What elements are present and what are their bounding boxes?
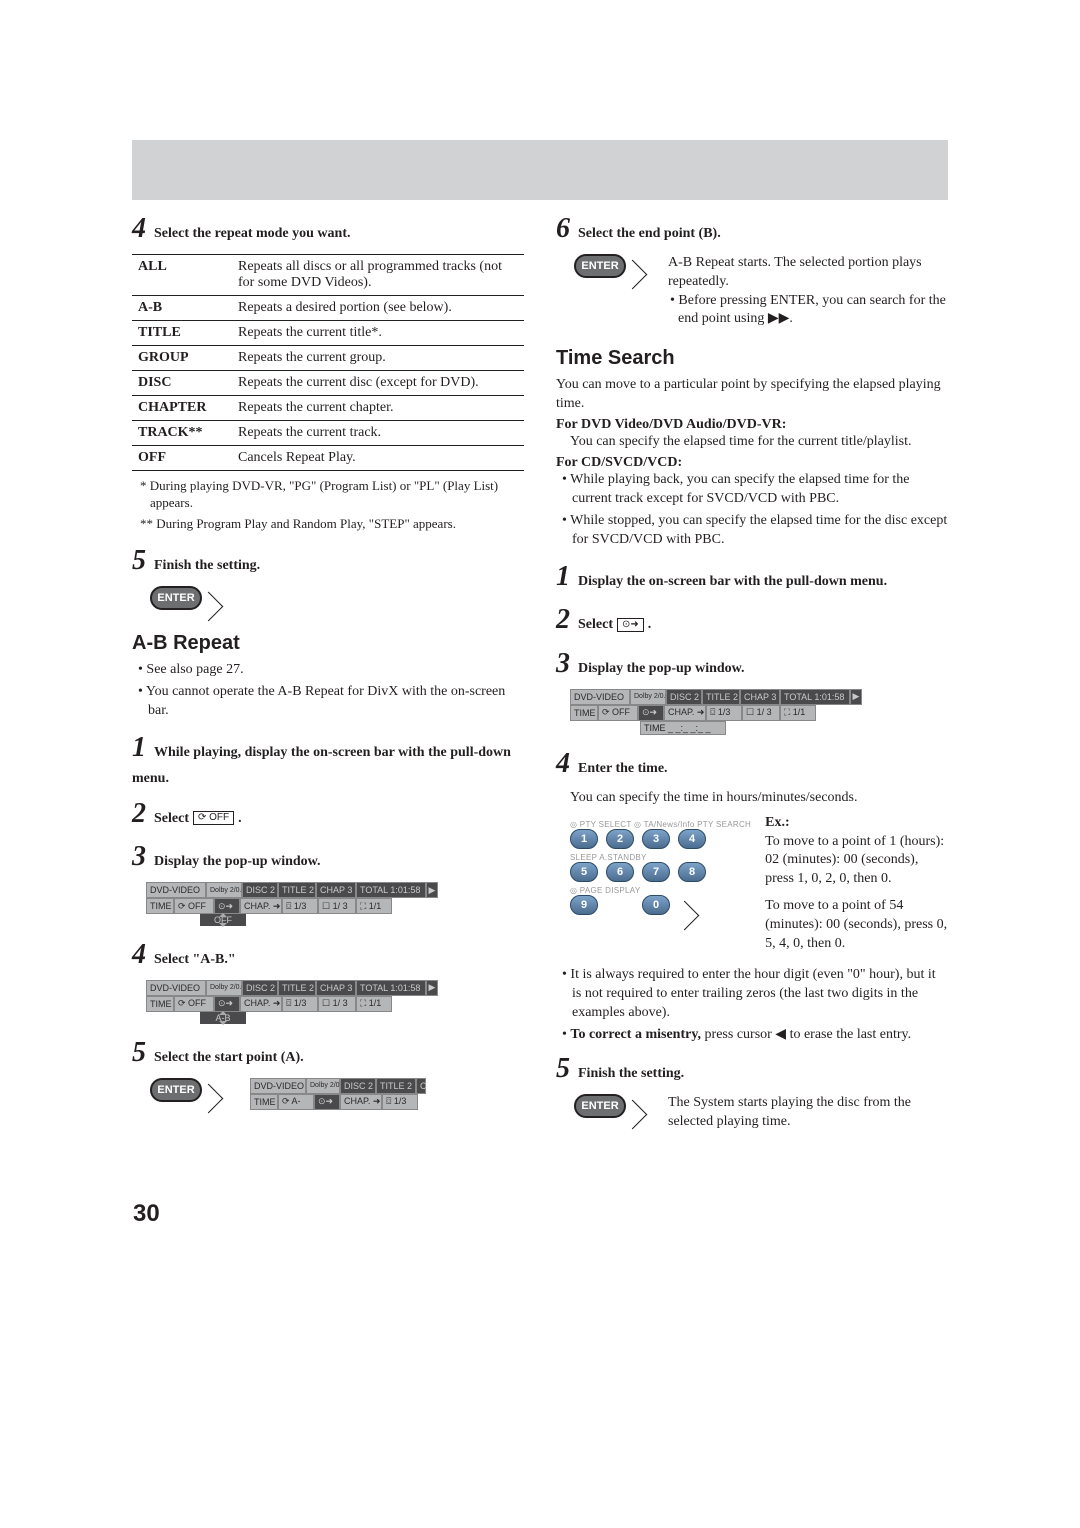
ts-step-2: 2 Select ⊙➜ . (556, 601, 948, 639)
enter-button-graphic-2: ENTER (150, 1078, 230, 1110)
ab-step-5: 5 Select the start point (A). (132, 1034, 524, 1072)
time-search-title: Time Search (556, 347, 948, 370)
ab-step-4: 4 Select "A-B." (132, 936, 524, 974)
table-row: CHAPTERRepeats the current chapter. (132, 395, 524, 420)
key-9: 9 (570, 895, 598, 915)
table-row: TRACK**Repeats the current track. (132, 420, 524, 445)
time-popup: TIME _ _:_ _:_ _ (640, 721, 726, 735)
key-6: 6 (606, 862, 634, 882)
time-chip: ⊙➜ (617, 618, 644, 632)
ts-cd-b2: • While stopped, you can specify the ela… (572, 512, 948, 550)
header-bar (132, 140, 948, 200)
ts-step5-note: ENTER The System starts playing the disc… (556, 1094, 948, 1132)
ts-intro: You can move to a particular point by sp… (556, 376, 948, 414)
content: 4 Select the repeat mode you want. ALLRe… (132, 210, 948, 1142)
key-7: 7 (642, 862, 670, 882)
note-2: • To correct a misentry, press cursor ◀ … (572, 1026, 948, 1045)
ts-s4-sub: You can specify the time in hours/minute… (570, 789, 948, 808)
key-4: 4 (678, 829, 706, 849)
key-5: 5 (570, 862, 598, 882)
key-0: 0 (642, 895, 670, 915)
ab-bullet-1: • See also page 27. (148, 661, 524, 680)
ab-repeat-title: A-B Repeat (132, 632, 524, 655)
table-row: GROUPRepeats the current group. (132, 345, 524, 370)
pointer-line-icon (678, 895, 698, 915)
step6-note: ENTER A-B Repeat starts. The selected po… (556, 254, 948, 330)
ts-step-1: 1 Display the on-screen bar with the pul… (556, 558, 948, 596)
ab-bullet-2: • You cannot operate the A-B Repeat for … (148, 683, 524, 721)
pointer-line-icon (202, 586, 230, 614)
remote-keypad: ◎ PTY SELECT ◎ TA/News/Info PTY SEARCH 1… (570, 820, 751, 954)
pointer-line-icon (626, 254, 654, 282)
step5-graphic-row: ENTER DVD-VIDEO Dolby 2/0.0ch DISC 2 TIT… (150, 1078, 524, 1110)
popup-ab: A-B (200, 1012, 246, 1024)
pointer-line-icon (626, 1094, 654, 1122)
ts-cd-b1: • While playing back, you can specify th… (572, 471, 948, 509)
right-column: 6 Select the end point (B). ENTER A-B Re… (556, 210, 948, 1142)
remote-and-ex: ◎ PTY SELECT ◎ TA/News/Info PTY SEARCH 1… (570, 814, 948, 954)
footnote-1: * During playing DVD-VR, "PG" (Program L… (150, 477, 524, 512)
ex-block: Ex.: To move to a point of 1 (hours): 02… (765, 814, 948, 954)
step-num-4: 4 (132, 213, 146, 244)
ts-dvd-text: You can specify the elapsed time for the… (570, 433, 948, 452)
enter-button-graphic-4: ENTER (574, 1094, 654, 1122)
table-row: A-BRepeats a desired portion (see below)… (132, 295, 524, 320)
popup-off: OFF (200, 914, 246, 926)
step-4-text: Select the repeat mode you want. (154, 226, 351, 241)
repeat-mode-table: ALLRepeats all discs or all programmed t… (132, 254, 524, 471)
ts-step-5: 5 Finish the setting. (556, 1050, 948, 1088)
step-5: 5 Finish the setting. (132, 542, 524, 580)
left-column: 4 Select the repeat mode you want. ALLRe… (132, 210, 524, 1142)
step-5-text: Finish the setting. (154, 558, 260, 573)
ab-step-3: 3 Display the pop-up window. (132, 838, 524, 876)
ts-step-4: 4 Enter the time. (556, 745, 948, 783)
table-row: DISCRepeats the current disc (except for… (132, 370, 524, 395)
osd-bar-2: DVD-VIDEO Dolby 2/0.0ch DISC 2 TITLE 2 C… (146, 980, 456, 1024)
enter-button-graphic-3: ENTER (574, 254, 654, 282)
ts-cd-header: For CD/SVCD/VCD: (556, 455, 948, 471)
footnote-2: ** During Program Play and Random Play, … (150, 515, 524, 533)
page-number: 30 (133, 1200, 160, 1228)
osd-bar-1: DVD-VIDEO Dolby 2/0.0ch DISC 2 TITLE 2 C… (146, 882, 456, 926)
pointer-line-icon (202, 1078, 230, 1106)
ab-step-2: 2 Select ⟳ OFF . (132, 795, 524, 833)
ts-step-3: 3 Display the pop-up window. (556, 645, 948, 683)
repeat-off-chip: ⟳ OFF (193, 811, 234, 825)
note-1: • It is always required to enter the hou… (572, 966, 948, 1023)
table-row: TITLERepeats the current title*. (132, 320, 524, 345)
osd-bar-time: DVD-VIDEO Dolby 2/0.0ch DISC 2 TITLE 2 C… (570, 689, 880, 735)
step-num-5: 5 (132, 545, 146, 576)
ab-step-1: 1 While playing, display the on-screen b… (132, 729, 524, 789)
step-6: 6 Select the end point (B). (556, 210, 948, 248)
enter-button-graphic: ENTER (150, 586, 524, 614)
ts-dvd-header: For DVD Video/DVD Audio/DVD-VR: (556, 417, 948, 433)
key-3: 3 (642, 829, 670, 849)
step-4: 4 Select the repeat mode you want. (132, 210, 524, 248)
table-row: ALLRepeats all discs or all programmed t… (132, 254, 524, 295)
table-row: OFFCancels Repeat Play. (132, 445, 524, 470)
key-8: 8 (678, 862, 706, 882)
key-2: 2 (606, 829, 634, 849)
osd-bar-small: DVD-VIDEO Dolby 2/0.0ch DISC 2 TITLE 2 C… (250, 1078, 426, 1110)
key-1: 1 (570, 829, 598, 849)
